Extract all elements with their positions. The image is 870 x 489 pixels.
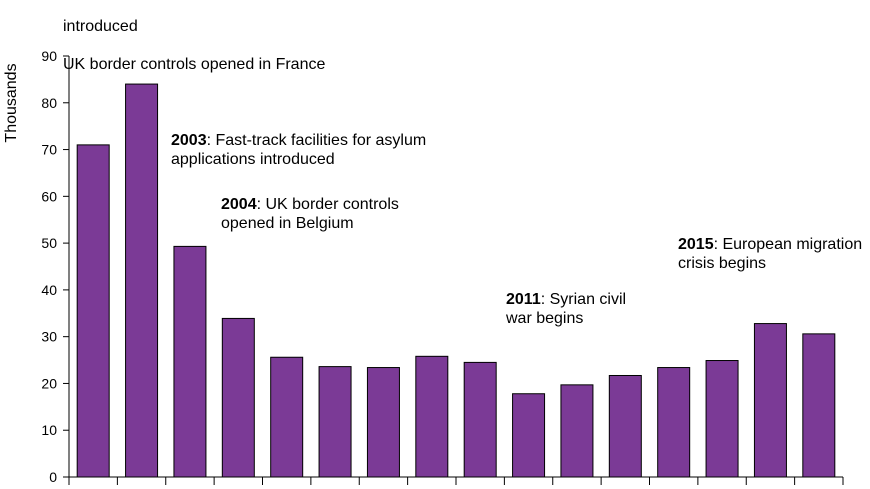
annotation-2011-year: 2011 bbox=[506, 291, 541, 308]
y-tick-label: 40 bbox=[41, 282, 57, 298]
bar bbox=[753, 323, 787, 478]
annotation-2003-text: : Fast-track facilities for asylum appli… bbox=[171, 132, 427, 168]
bar bbox=[318, 366, 352, 478]
annotation-2011-text: : Syrian civil war begins bbox=[506, 291, 627, 327]
y-tick-label: 50 bbox=[41, 235, 57, 251]
bar bbox=[125, 83, 159, 478]
annotation-top: introduced UK border controls opened in … bbox=[63, 0, 325, 93]
x-axis bbox=[68, 476, 844, 485]
y-tick-label: 0 bbox=[49, 469, 57, 485]
y-axis-label: Thousands bbox=[3, 63, 20, 142]
annotation-2004-year: 2004 bbox=[221, 196, 257, 213]
annotation-top-line-2: UK border controls opened in France bbox=[63, 56, 326, 73]
bars-group bbox=[76, 83, 836, 478]
bar bbox=[415, 355, 449, 478]
annotation-2015-text: : European migration crisis begins bbox=[678, 236, 863, 272]
y-tick-label: 70 bbox=[41, 142, 57, 158]
annotation-2015: 2015: European migration crisis begins bbox=[678, 235, 862, 273]
bar bbox=[366, 367, 400, 478]
bar bbox=[657, 367, 691, 478]
bar bbox=[802, 333, 836, 478]
annotation-2011: 2011: Syrian civil war begins bbox=[506, 290, 626, 328]
annotation-2003: 2003: Fast-track facilities for asylum a… bbox=[171, 131, 426, 169]
bar bbox=[463, 361, 497, 478]
bar bbox=[608, 374, 642, 478]
y-tick-label: 20 bbox=[41, 375, 57, 391]
bar bbox=[512, 393, 546, 478]
bar bbox=[76, 144, 110, 478]
bar bbox=[560, 384, 594, 478]
y-tick-label: 80 bbox=[41, 95, 57, 111]
y-tick-label: 10 bbox=[41, 422, 57, 438]
y-tick-label: 60 bbox=[41, 188, 57, 204]
annotation-2004-text: : UK border controls opened in Belgium bbox=[221, 196, 399, 232]
y-tick-label: 90 bbox=[41, 48, 57, 64]
bar bbox=[221, 317, 255, 478]
bar bbox=[173, 245, 207, 478]
bar bbox=[705, 360, 739, 478]
y-axis: 0 10 20 30 40 50 60 70 80 90 bbox=[41, 48, 70, 485]
annotation-2004: 2004: UK border controls opened in Belgi… bbox=[221, 195, 399, 233]
annotation-2015-year: 2015 bbox=[678, 236, 714, 253]
annotation-top-line-1: introduced bbox=[63, 18, 138, 35]
bar bbox=[270, 356, 304, 478]
y-tick-label: 30 bbox=[41, 329, 57, 345]
annotation-2003-year: 2003 bbox=[171, 132, 207, 149]
